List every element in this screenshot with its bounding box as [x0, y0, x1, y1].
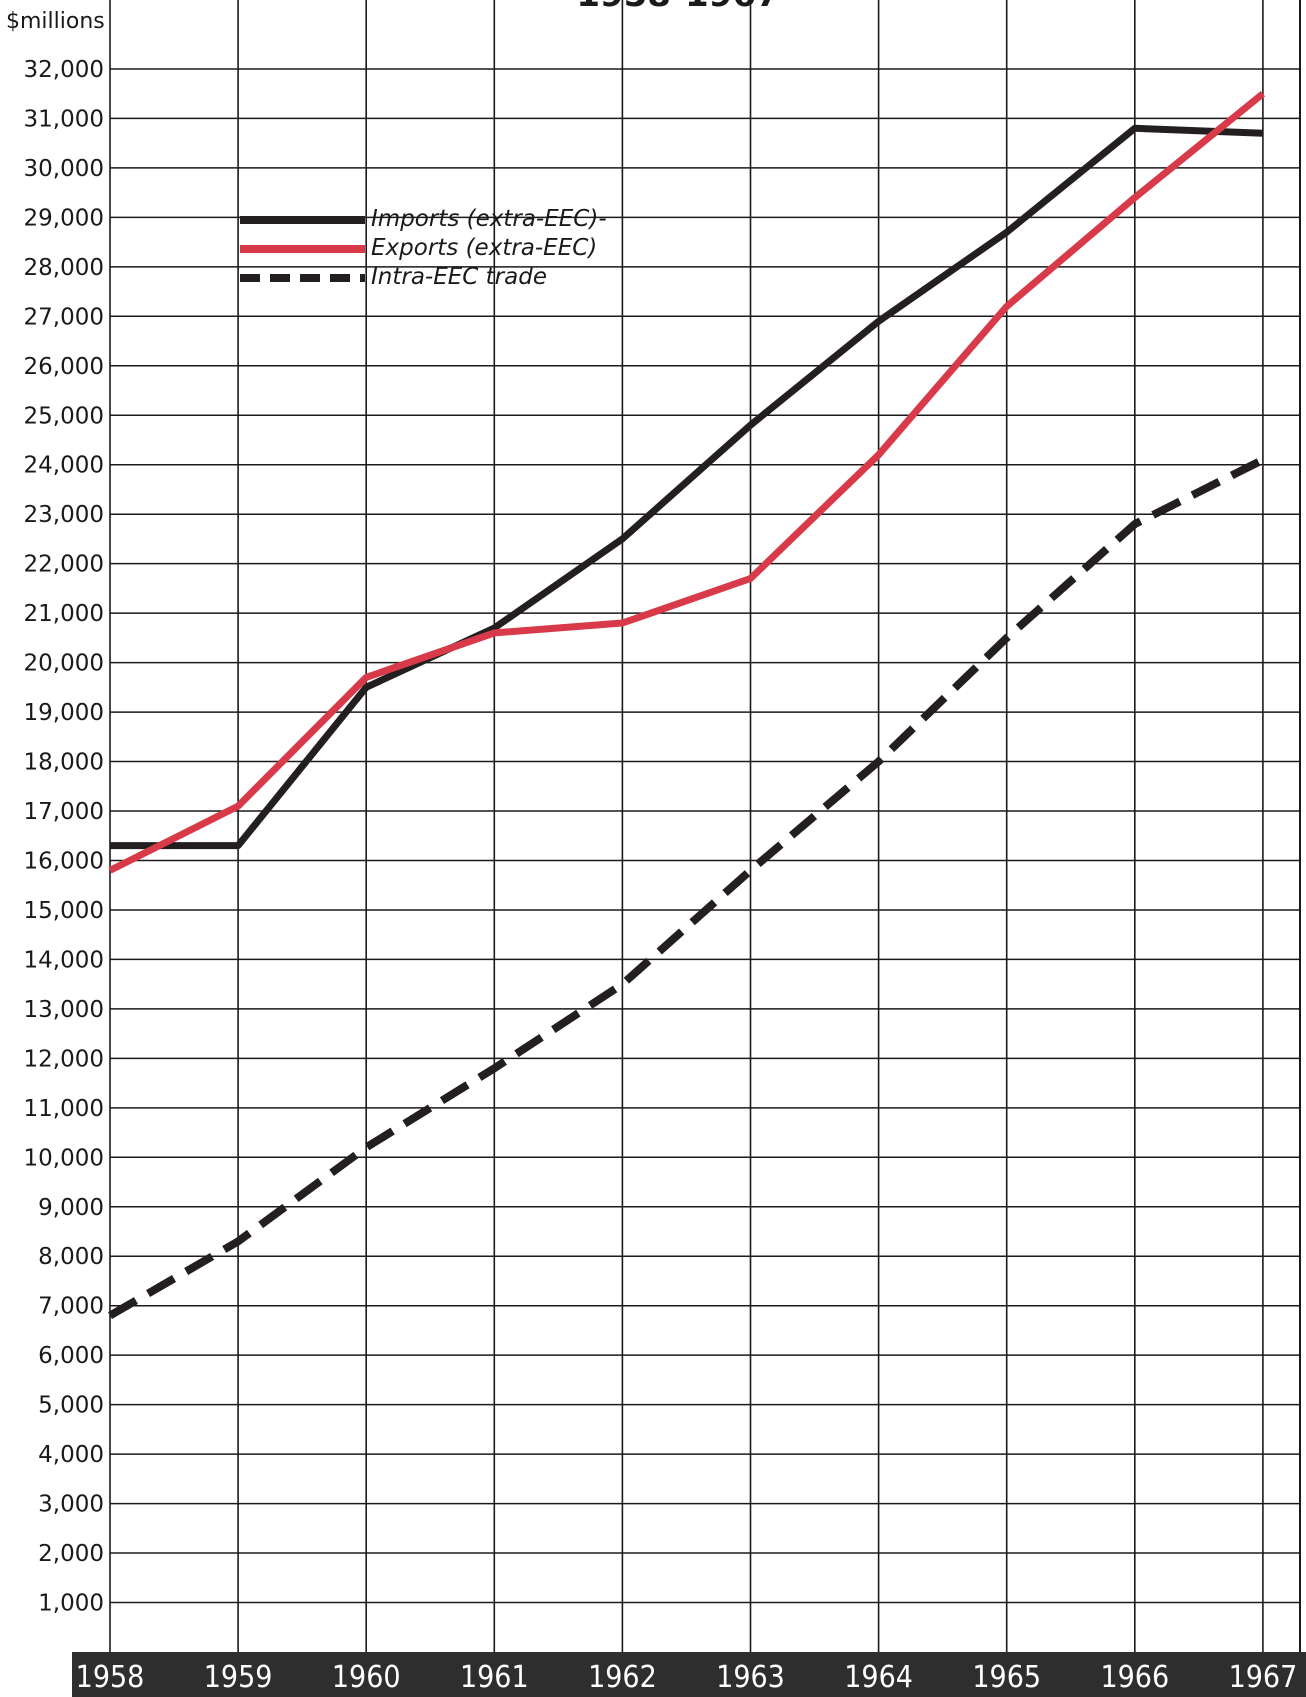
y-tick-label: 30,000: [24, 156, 104, 182]
y-tick-label: 24,000: [24, 453, 104, 479]
y-tick-label: 18,000: [24, 750, 104, 776]
y-tick-label: 14,000: [24, 947, 104, 973]
y-tick-label: 15,000: [24, 898, 104, 924]
y-tick-label: 2,000: [38, 1541, 104, 1567]
x-axis-band: [72, 1652, 1306, 1697]
y-tick-label: 19,000: [24, 700, 104, 726]
series-lines: [107, 90, 1266, 1320]
y-tick-label: 27,000: [24, 304, 104, 330]
y-tick-label: 12,000: [24, 1046, 104, 1072]
y-tick-label: 23,000: [24, 502, 104, 528]
y-tick-label: 31,000: [24, 106, 104, 132]
legend: Imports (extra-EEC)- Exports (extra-EEC) I…: [240, 206, 607, 290]
y-tick-label: 3,000: [38, 1492, 104, 1518]
y-tick-label: 17,000: [24, 799, 104, 825]
y-tick-label: 9,000: [38, 1195, 104, 1221]
x-tick-label: 1960: [332, 1660, 401, 1695]
x-tick-labels: 1958 1959 1960 1961 1962 1963 1964 1965 1966 1967: [76, 1660, 1298, 1695]
x-tick-label: 1959: [204, 1660, 273, 1695]
y-tick-label: 7,000: [38, 1294, 104, 1320]
series-line-2: [108, 90, 1266, 874]
y-tick-label: 4,000: [38, 1442, 104, 1468]
x-tick-label: 1966: [1100, 1660, 1169, 1695]
series-line-3: [107, 456, 1265, 1320]
legend-label: Imports (extra-EEC)-: [371, 206, 607, 232]
x-tick-label: 1964: [844, 1660, 913, 1695]
y-tick-label: 28,000: [24, 255, 104, 281]
y-tick-label: 25,000: [24, 403, 104, 429]
y-tick-label: 5,000: [38, 1393, 104, 1419]
y-tick-label: 10,000: [24, 1145, 104, 1171]
x-tick-label: 1963: [716, 1660, 785, 1695]
y-tick-label: 1,000: [38, 1591, 104, 1617]
x-tick-label: 1965: [972, 1660, 1041, 1695]
y-tick-label: 26,000: [24, 354, 104, 380]
y-tick-label: 32,000: [24, 57, 104, 83]
axis-bar: [72, 1652, 1306, 1697]
y-tick-label: 16,000: [24, 848, 104, 874]
y-tick-label: 13,000: [24, 997, 104, 1023]
x-tick-label: 1967: [1229, 1660, 1298, 1695]
y-tick-label: 22,000: [24, 552, 104, 578]
y-tick-label: 11,000: [24, 1096, 104, 1122]
y-tick-label: 6,000: [38, 1343, 104, 1369]
y-tick-label: 29,000: [24, 205, 104, 231]
y-tick-label: 20,000: [24, 651, 104, 677]
chart-title: 1958-1967: [576, 0, 779, 15]
y-tick-label: 21,000: [24, 601, 104, 627]
legend-label: Intra-EEC trade: [371, 264, 547, 290]
x-tick-label: 1961: [460, 1660, 529, 1695]
y-tick-label: 8,000: [38, 1244, 104, 1270]
x-tick-label: 1962: [588, 1660, 657, 1695]
y-tick-labels: 1,000 2,000 3,000 4,000 5,000 6,000 7,000 8,000…: [24, 57, 104, 1617]
x-tick-label: 1958: [76, 1660, 145, 1695]
grid: [109, 0, 1301, 1652]
series-line-1: [110, 124, 1264, 850]
y-axis-label: $millions: [6, 9, 105, 34]
legend-label: Exports (extra-EEC): [371, 235, 597, 261]
